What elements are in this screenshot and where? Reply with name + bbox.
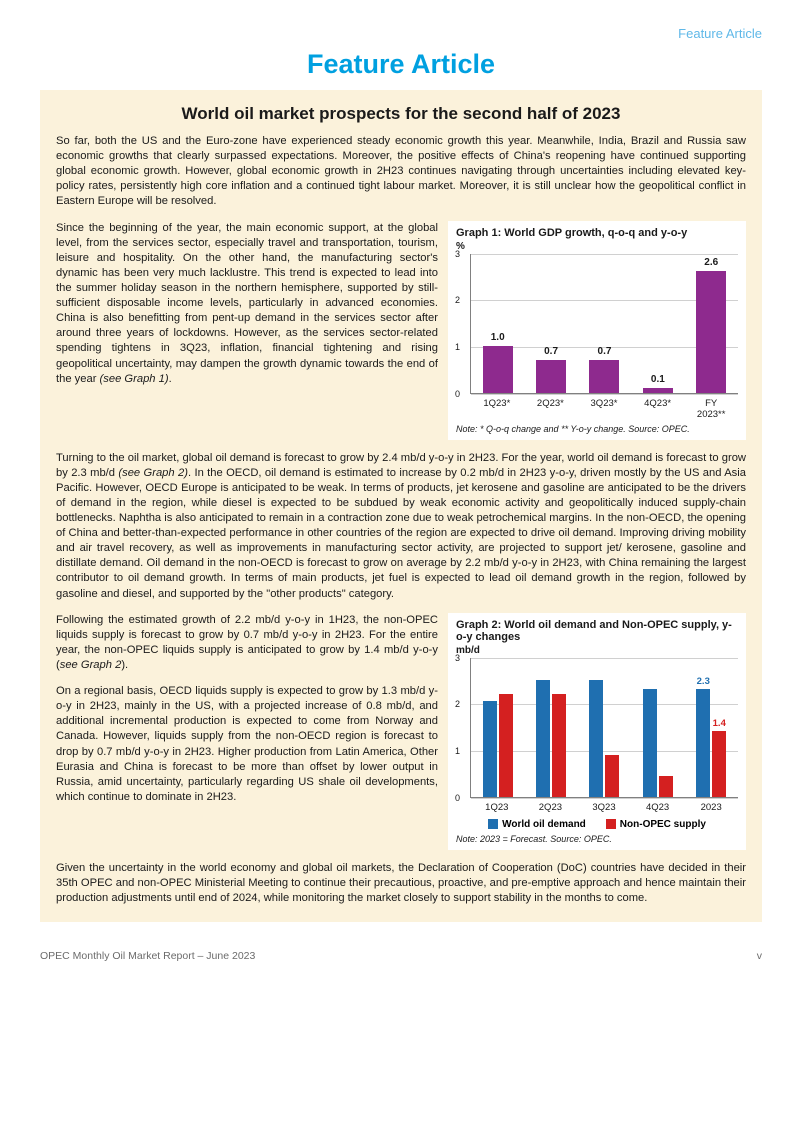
row-graph2: Following the estimated growth of 2.2 mb… <box>56 613 746 850</box>
bar-supply: 1.4 <box>712 731 726 796</box>
bar-group <box>536 680 566 797</box>
graph2-ref2: see Graph 2 <box>60 659 122 671</box>
bar-group <box>643 689 673 796</box>
header-section-label: Feature Article <box>40 26 762 41</box>
xlabel: 2Q23 <box>533 802 567 813</box>
bar-demand <box>483 701 497 797</box>
graph1-xlabels: 1Q23* 2Q23* 3Q23* 4Q23* FY 2023** <box>470 398 738 420</box>
gridline <box>471 798 738 799</box>
xlabel: 3Q23 <box>587 802 621 813</box>
text: Since the beginning of the year, the mai… <box>56 222 438 385</box>
bar-value-label: 0.1 <box>651 374 665 385</box>
xlabel: 3Q23* <box>584 398 624 420</box>
graph1-title: Graph 1: World GDP growth, q-o-q and y-o… <box>456 227 738 239</box>
graph1-card: Graph 1: World GDP growth, q-o-q and y-o… <box>448 221 746 440</box>
bar-end-label: 1.4 <box>713 718 726 729</box>
ytick: 2 <box>455 295 460 305</box>
graph1-plot: 01231.00.70.70.12.6 <box>470 254 738 394</box>
bar-supply <box>552 694 566 797</box>
text: . <box>169 373 172 385</box>
bar-group <box>589 680 619 797</box>
legend-swatch-demand <box>488 819 498 829</box>
bar: 2.6 <box>696 271 726 392</box>
ytick: 1 <box>455 746 460 756</box>
xlabel: 2023 <box>694 802 728 813</box>
left-column: Following the estimated growth of 2.2 mb… <box>56 613 438 805</box>
footer-left: OPEC Monthly Oil Market Report – June 20… <box>40 950 255 962</box>
article-title: World oil market prospects for the secon… <box>56 104 746 124</box>
ytick: 2 <box>455 699 460 709</box>
graph2-xlabels: 1Q23 2Q23 3Q23 4Q23 2023 <box>470 802 738 813</box>
legend-item-supply: Non-OPEC supply <box>606 819 706 830</box>
bar-wrap: 0.1 <box>638 388 678 393</box>
bar-wrap: 0.7 <box>584 360 624 393</box>
text: ). <box>121 659 128 671</box>
bars-container: 2.31.4 <box>471 658 738 797</box>
bar-supply <box>499 694 513 797</box>
graph2-title: Graph 2: World oil demand and Non-OPEC s… <box>456 619 738 643</box>
ytick: 0 <box>455 389 460 399</box>
bar-demand: 2.3 <box>696 689 710 796</box>
paragraph-4: Following the estimated growth of 2.2 mb… <box>56 613 438 673</box>
bar: 0.1 <box>643 388 673 393</box>
bar-demand <box>589 680 603 797</box>
ytick: 3 <box>455 653 460 663</box>
xlabel: 4Q23 <box>641 802 675 813</box>
graph2-note: Note: 2023 = Forecast. Source: OPEC. <box>456 834 738 844</box>
bar-demand <box>643 689 657 796</box>
article-body: World oil market prospects for the secon… <box>40 90 762 922</box>
xlabel: 1Q23* <box>477 398 517 420</box>
paragraph-2: Since the beginning of the year, the mai… <box>56 221 438 387</box>
ytick: 1 <box>455 342 460 352</box>
xlabel: 2Q23* <box>530 398 570 420</box>
feature-title: Feature Article <box>40 49 762 80</box>
ytick: 3 <box>455 249 460 259</box>
bar-value-label: 2.6 <box>704 257 718 268</box>
page: Feature Article Feature Article World oi… <box>0 0 802 980</box>
bars-container: 1.0 0.7 0.7 0.1 2.6 <box>471 254 738 393</box>
paragraph-6: Given the uncertainty in the world econo… <box>56 861 746 906</box>
bar-wrap: 0.7 <box>531 360 571 393</box>
paragraph-3: Turning to the oil market, global oil de… <box>56 451 746 602</box>
text: . In the OECD, oil demand is estimated t… <box>56 467 746 600</box>
bar-group: 2.31.4 <box>696 689 726 796</box>
paragraph-1: So far, both the US and the Euro-zone ha… <box>56 134 746 210</box>
footer-right: v <box>757 950 762 962</box>
graph2-plot: 01232.31.4 <box>470 658 738 798</box>
legend-label-demand: World oil demand <box>502 819 586 830</box>
bar: 0.7 <box>536 360 566 393</box>
ytick: 0 <box>455 793 460 803</box>
bar-supply <box>659 776 673 797</box>
bar-value-label: 0.7 <box>598 346 612 357</box>
legend-label-supply: Non-OPEC supply <box>620 819 706 830</box>
bar-group <box>483 694 513 797</box>
row-graph1: Since the beginning of the year, the mai… <box>56 221 746 440</box>
bar: 0.7 <box>589 360 619 393</box>
xlabel: 1Q23 <box>480 802 514 813</box>
bar-end-label: 2.3 <box>697 676 710 687</box>
legend-item-demand: World oil demand <box>488 819 586 830</box>
graph1-unit: % <box>456 241 738 252</box>
graph1-ref: (see Graph 1) <box>100 373 169 385</box>
paragraph-5: On a regional basis, OECD liquids supply… <box>56 684 438 805</box>
bar-supply <box>605 755 619 797</box>
bar-wrap: 1.0 <box>478 346 518 393</box>
xlabel: 4Q23* <box>638 398 678 420</box>
graph2-unit: mb/d <box>456 645 738 656</box>
graph2-card: Graph 2: World oil demand and Non-OPEC s… <box>448 613 746 850</box>
bar-demand <box>536 680 550 797</box>
bar: 1.0 <box>483 346 513 393</box>
bar-value-label: 0.7 <box>544 346 558 357</box>
bar-wrap: 2.6 <box>691 271 731 392</box>
graph2-legend: World oil demand Non-OPEC supply <box>456 819 738 830</box>
gridline <box>471 394 738 395</box>
page-footer: OPEC Monthly Oil Market Report – June 20… <box>40 946 762 962</box>
xlabel: FY 2023** <box>691 398 731 420</box>
bar-value-label: 1.0 <box>491 332 505 343</box>
graph1-note: Note: * Q-o-q change and ** Y-o-y change… <box>456 424 738 434</box>
legend-swatch-supply <box>606 819 616 829</box>
graph2-ref: (see Graph 2) <box>118 467 188 479</box>
